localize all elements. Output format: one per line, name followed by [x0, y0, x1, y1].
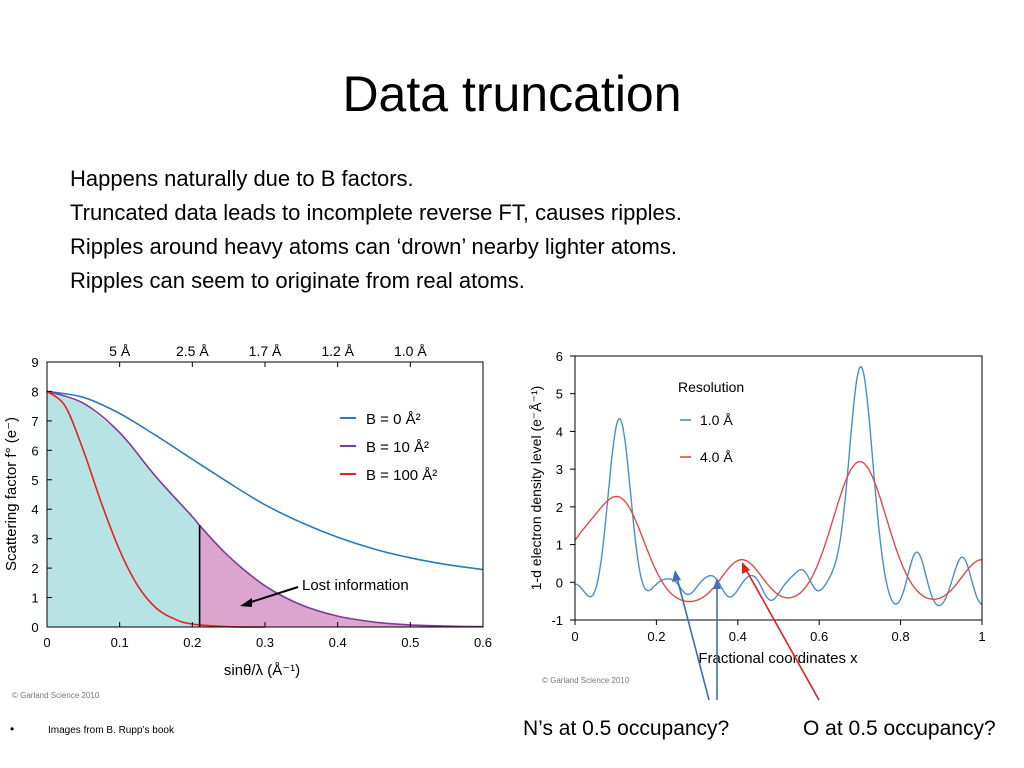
y-tick-label: 9: [31, 355, 38, 370]
x-tick-label: 0.6: [474, 635, 492, 650]
y-tick-label: 2: [31, 561, 38, 576]
y-tick-label: 2: [556, 500, 563, 515]
y-tick-label: 0: [31, 620, 38, 635]
top-tick-label: 1.7 Å: [249, 343, 282, 359]
y-tick-label: 1: [31, 591, 38, 606]
copyright: © Garland Science 2010: [12, 691, 100, 700]
bullet-item: Ripples can seem to originate from real …: [70, 268, 525, 293]
y-tick-label: 5: [556, 387, 563, 402]
x-tick-label: 0.4: [329, 635, 347, 650]
y-axis-label: Scattering factor f° (e⁻): [3, 417, 20, 571]
top-tick-label: 5 Å: [109, 343, 131, 359]
y-tick-label: 5: [31, 473, 38, 488]
bullet-list: Happens naturally due to B factors. Trun…: [70, 162, 682, 298]
scattering-factor-chart: 0 0.1 0.2 0.3 0.4 0.5 0.6 0 1 2 3 4 5 6 7 8 9 5 Å 2.5 Å 1…: [3, 343, 492, 700]
x-tick-label: 0.8: [892, 629, 910, 644]
x-axis-ticks: 0 0.2 0.4 0.6 0.8 1: [571, 620, 986, 644]
footnote: • Images from B. Rupp’s book: [10, 722, 174, 738]
bullet-item: Ripples around heavy atoms can ‘drown’ n…: [70, 234, 677, 259]
y-axis-ticks: -1 0 1 2 3 4 5 6: [551, 349, 575, 628]
series-line-4a: [574, 460, 982, 603]
legend-label: 4.0 Å: [700, 449, 733, 465]
x-tick-label: 0: [43, 635, 50, 650]
annotation-label: Lost information: [302, 577, 409, 594]
y-tick-label: 4: [31, 502, 38, 517]
lost-information-annotation: Lost information: [240, 577, 409, 607]
series-line-1a: [574, 365, 983, 607]
electron-density-chart: 0 0.2 0.4 0.6 0.8 1 -1 0 1 2 3 4 5 6 Fractional coor…: [528, 349, 986, 685]
y-tick-label: 3: [31, 532, 38, 547]
slide-title: Data truncation: [342, 66, 682, 122]
top-axis-ticks: 5 Å 2.5 Å 1.7 Å 1.2 Å 1.0 Å: [109, 343, 427, 367]
x-tick-label: 0.4: [729, 629, 747, 644]
legend-title: Resolution: [678, 379, 744, 395]
top-tick-label: 2.5 Å: [176, 343, 209, 359]
top-tick-label: 1.2 Å: [321, 343, 354, 359]
series-lines: [574, 365, 983, 607]
legend: Resolution 1.0 Å 4.0 Å: [678, 379, 744, 465]
x-axis-ticks: 0 0.1 0.2 0.3 0.4 0.5 0.6: [43, 622, 492, 650]
series-lines: [46, 390, 484, 628]
annotation-arrowhead: [240, 598, 252, 607]
legend-label: B = 10 Å²: [366, 439, 429, 456]
y-tick-label: 8: [31, 384, 38, 399]
x-tick-label: 0.5: [401, 635, 419, 650]
legend-label: B = 100 Å²: [366, 467, 437, 484]
y-tick-label: -1: [551, 613, 563, 628]
x-tick-label: 0.2: [647, 629, 665, 644]
series-line-b10: [46, 390, 484, 628]
legend-label: 1.0 Å: [700, 412, 733, 428]
plot-frame: [574, 355, 983, 621]
x-axis-label: Fractional coordinates x: [698, 650, 858, 667]
y-tick-label: 1: [556, 538, 563, 553]
y-tick-label: 0: [556, 575, 563, 590]
fill-regions: [47, 391, 483, 627]
top-tick-label: 1.0 Å: [394, 343, 427, 359]
x-tick-label: 0: [571, 629, 578, 644]
bullet-item: Truncated data leads to incomplete rever…: [70, 200, 682, 225]
copyright: © Garland Science 2010: [542, 676, 630, 685]
retained-data-area: [47, 391, 200, 627]
x-tick-label: 0.6: [810, 629, 828, 644]
x-tick-label: 0.2: [183, 635, 201, 650]
y-axis-ticks: 0 1 2 3 4 5 6 7 8 9: [31, 355, 52, 635]
series-line-b0: [46, 390, 484, 571]
y-tick-label: 4: [556, 424, 563, 439]
series-line-b100: [46, 390, 266, 628]
legend: B = 0 Å² B = 10 Å² B = 100 Å²: [340, 411, 437, 484]
lost-information-area: [199, 525, 483, 627]
y-tick-label: 3: [556, 462, 563, 477]
y-tick-label: 7: [31, 414, 38, 429]
question-nitrogen: N’s at 0.5 occupancy?: [523, 717, 730, 740]
x-tick-label: 0.1: [111, 635, 129, 650]
y-tick-label: 6: [556, 349, 563, 364]
y-axis-label: 1-d electron density level (e⁻Å⁻¹): [528, 386, 544, 591]
bullet-item: Happens naturally due to B factors.: [70, 166, 414, 191]
annotation-arrow: [244, 586, 299, 605]
x-tick-label: 0.3: [256, 635, 274, 650]
footnote-text: Images from B. Rupp’s book: [48, 725, 174, 736]
x-tick-label: 1: [978, 629, 985, 644]
y-tick-label: 6: [31, 443, 38, 458]
question-oxygen: O at 0.5 occupancy?: [803, 717, 996, 740]
footnote-bullet: •: [10, 722, 15, 736]
legend-label: B = 0 Å²: [366, 411, 421, 428]
x-axis-label: sinθ/λ (Å⁻¹): [224, 662, 300, 679]
